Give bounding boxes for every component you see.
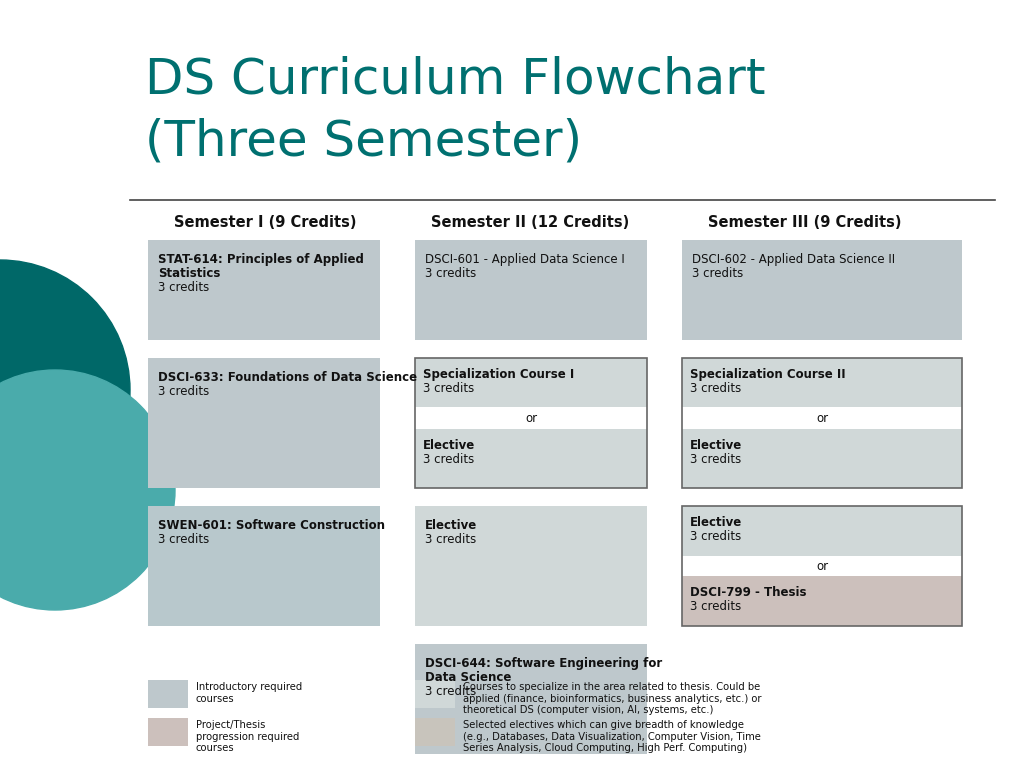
Bar <box>415 240 647 340</box>
Text: 3 credits: 3 credits <box>423 453 474 466</box>
Bar <box>415 407 647 429</box>
Bar <box>148 240 380 340</box>
Bar <box>415 358 647 407</box>
Bar <box>682 407 962 429</box>
Text: Project/Thesis
progression required
courses: Project/Thesis progression required cour… <box>196 720 299 753</box>
Text: 3 credits: 3 credits <box>425 685 476 698</box>
Text: 3 credits: 3 credits <box>690 453 741 466</box>
Bar <box>415 429 647 488</box>
Bar <box>682 358 962 407</box>
Text: Selected electives which can give breadth of knowledge
(e.g., Databases, Data Vi: Selected electives which can give breadt… <box>463 720 761 753</box>
Text: (Three Semester): (Three Semester) <box>145 118 582 166</box>
Text: DSCI-633: Foundations of Data Science: DSCI-633: Foundations of Data Science <box>158 371 417 384</box>
Bar <box>682 240 962 340</box>
Text: Specialization Course II: Specialization Course II <box>690 368 846 381</box>
Text: 3 credits: 3 credits <box>692 267 743 280</box>
Bar <box>415 644 647 754</box>
Text: DSCI-602 - Applied Data Science II: DSCI-602 - Applied Data Science II <box>692 253 895 266</box>
Bar <box>682 506 962 626</box>
Circle shape <box>0 370 175 610</box>
Text: Introductory required
courses: Introductory required courses <box>196 682 302 703</box>
Text: 3 credits: 3 credits <box>158 281 209 294</box>
Text: Semester I (9 Credits): Semester I (9 Credits) <box>174 215 356 230</box>
Bar <box>682 429 962 488</box>
Bar <box>148 506 380 626</box>
Bar <box>682 358 962 488</box>
Text: or: or <box>525 412 537 425</box>
Text: 3 credits: 3 credits <box>158 385 209 398</box>
Text: 3 credits: 3 credits <box>158 533 209 546</box>
Bar <box>148 358 380 488</box>
Text: DSCI-799 - Thesis: DSCI-799 - Thesis <box>690 586 807 598</box>
Text: SWEN-601: Software Construction: SWEN-601: Software Construction <box>158 519 385 532</box>
Text: 3 credits: 3 credits <box>425 267 476 280</box>
Text: 3 credits: 3 credits <box>690 600 741 613</box>
Text: Elective: Elective <box>690 439 742 452</box>
Bar <box>682 575 962 626</box>
Text: Semester III (9 Credits): Semester III (9 Credits) <box>709 215 902 230</box>
Text: 3 credits: 3 credits <box>690 530 741 543</box>
Text: Semester II (12 Credits): Semester II (12 Credits) <box>431 215 629 230</box>
Bar <box>415 358 647 488</box>
Bar <box>415 506 647 626</box>
Text: 3 credits: 3 credits <box>690 382 741 395</box>
Bar <box>148 718 188 746</box>
Bar <box>415 680 455 708</box>
Text: or: or <box>816 412 828 425</box>
Text: Elective: Elective <box>423 439 475 452</box>
Text: DS Curriculum Flowchart: DS Curriculum Flowchart <box>145 55 766 103</box>
Bar <box>148 680 188 708</box>
Text: Elective: Elective <box>690 516 742 529</box>
Bar <box>682 506 962 556</box>
Bar <box>682 556 962 575</box>
Text: 3 credits: 3 credits <box>423 382 474 395</box>
Text: Data Science: Data Science <box>425 671 511 684</box>
Text: Specialization Course I: Specialization Course I <box>423 368 574 381</box>
Circle shape <box>0 260 130 520</box>
Text: Statistics: Statistics <box>158 267 220 280</box>
Text: 3 credits: 3 credits <box>425 533 476 546</box>
Bar <box>415 718 455 746</box>
Text: DSCI-644: Software Engineering for: DSCI-644: Software Engineering for <box>425 657 663 670</box>
Text: Elective: Elective <box>425 519 477 532</box>
Text: STAT-614: Principles of Applied: STAT-614: Principles of Applied <box>158 253 364 266</box>
Text: or: or <box>816 560 828 572</box>
Text: Courses to specialize in the area related to thesis. Could be
applied (finance, : Courses to specialize in the area relate… <box>463 682 762 715</box>
Text: DSCI-601 - Applied Data Science I: DSCI-601 - Applied Data Science I <box>425 253 625 266</box>
